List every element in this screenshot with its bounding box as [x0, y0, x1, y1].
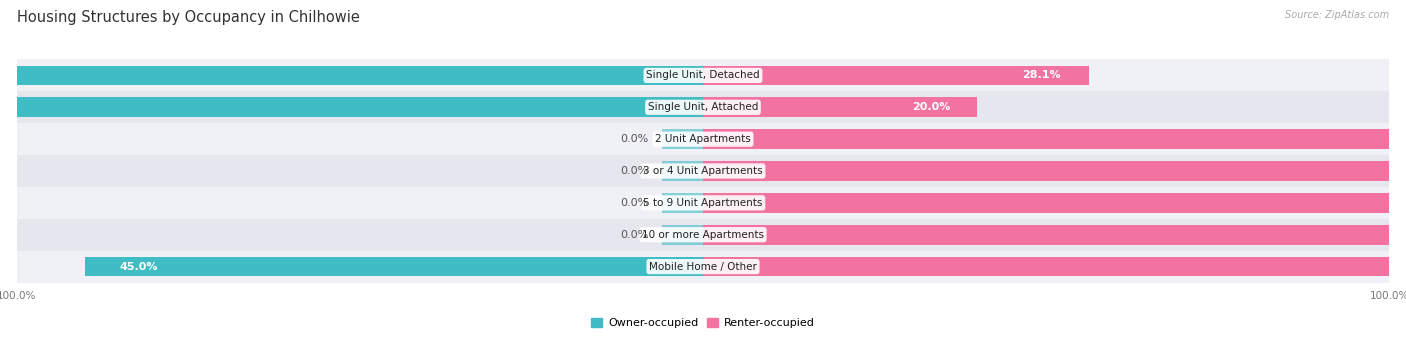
Text: 3 or 4 Unit Apartments: 3 or 4 Unit Apartments: [643, 166, 763, 176]
Bar: [86, 257, 703, 276]
Text: Single Unit, Detached: Single Unit, Detached: [647, 70, 759, 80]
Bar: [17, 251, 1389, 282]
Bar: [17, 91, 1389, 123]
Bar: [17, 123, 1389, 155]
Bar: [662, 193, 703, 213]
Text: 55.0%: 55.0%: [1392, 262, 1406, 272]
Bar: [703, 97, 977, 117]
Bar: [17, 60, 1389, 91]
Legend: Owner-occupied, Renter-occupied: Owner-occupied, Renter-occupied: [586, 314, 820, 333]
Bar: [662, 225, 703, 245]
Text: Single Unit, Attached: Single Unit, Attached: [648, 102, 758, 112]
Bar: [703, 129, 1406, 149]
Text: 45.0%: 45.0%: [120, 262, 159, 272]
Text: 5 to 9 Unit Apartments: 5 to 9 Unit Apartments: [644, 198, 762, 208]
Bar: [703, 193, 1406, 213]
Text: Mobile Home / Other: Mobile Home / Other: [650, 262, 756, 272]
Text: Source: ZipAtlas.com: Source: ZipAtlas.com: [1285, 10, 1389, 20]
Text: 0.0%: 0.0%: [620, 230, 648, 240]
Text: 28.1%: 28.1%: [1022, 70, 1062, 80]
Text: 2 Unit Apartments: 2 Unit Apartments: [655, 134, 751, 144]
Text: 0.0%: 0.0%: [620, 166, 648, 176]
Bar: [0, 97, 703, 117]
Bar: [0, 66, 703, 85]
Text: 0.0%: 0.0%: [620, 198, 648, 208]
Text: Housing Structures by Occupancy in Chilhowie: Housing Structures by Occupancy in Chilh…: [17, 10, 360, 25]
Bar: [703, 225, 1406, 245]
Bar: [703, 66, 1088, 85]
Bar: [703, 161, 1406, 181]
Bar: [662, 161, 703, 181]
Text: 10 or more Apartments: 10 or more Apartments: [643, 230, 763, 240]
Bar: [662, 129, 703, 149]
Bar: [17, 187, 1389, 219]
Text: 20.0%: 20.0%: [911, 102, 950, 112]
Bar: [17, 219, 1389, 251]
Text: 0.0%: 0.0%: [620, 134, 648, 144]
Bar: [703, 257, 1406, 276]
Bar: [17, 155, 1389, 187]
